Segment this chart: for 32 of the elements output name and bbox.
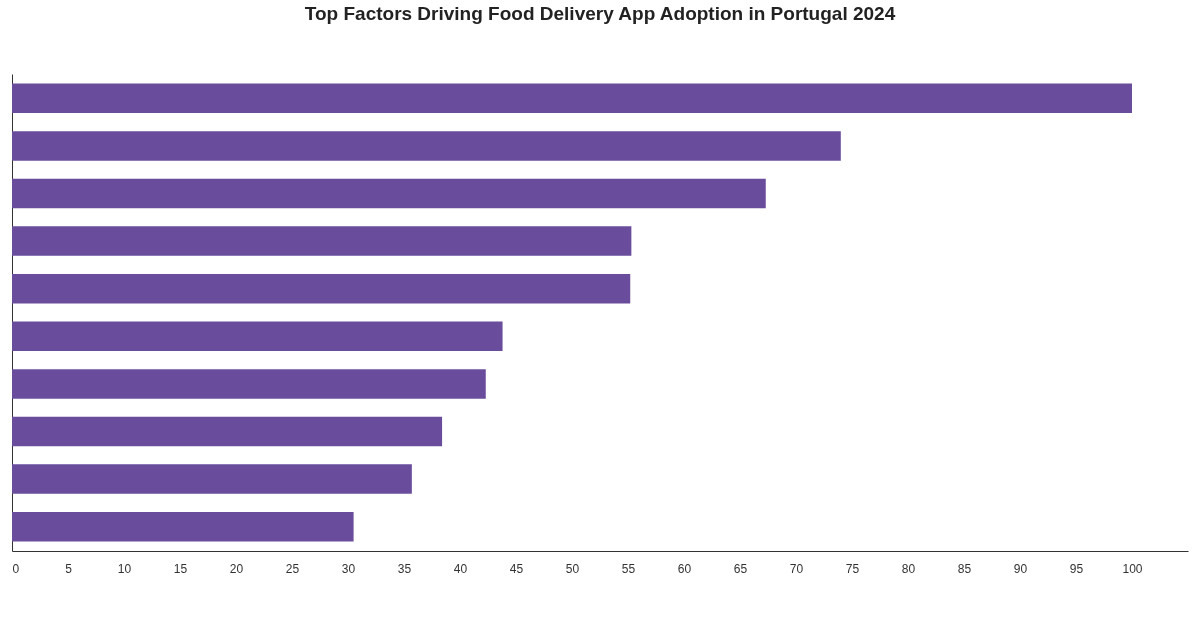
x-tick-label: 0 <box>12 561 20 576</box>
x-tick-label: 60 <box>677 561 692 576</box>
bar <box>12 83 1132 114</box>
x-tick-label: 85 <box>957 561 972 576</box>
bar <box>12 511 354 542</box>
x-tick-label: 100 <box>1122 561 1143 576</box>
x-tick-label: 20 <box>229 561 244 576</box>
bar <box>12 416 443 447</box>
x-tick-label: 65 <box>733 561 748 576</box>
x-tick-label: 15 <box>173 561 188 576</box>
x-tick-label: 40 <box>453 561 468 576</box>
x-tick-label: 90 <box>1013 561 1028 576</box>
x-tick-label: 35 <box>397 561 412 576</box>
x-tick-label: 10 <box>117 561 132 576</box>
bar <box>12 464 412 494</box>
x-tick-label: 45 <box>509 561 524 576</box>
bar <box>12 321 503 352</box>
x-tick-label: 30 <box>341 561 356 576</box>
x-tick-label: 55 <box>621 561 636 576</box>
x-tick-label: 25 <box>285 561 300 576</box>
bar <box>12 369 486 399</box>
x-tick-label: 50 <box>565 561 580 576</box>
x-tick-label: 80 <box>901 561 916 576</box>
x-tick-label: 70 <box>789 561 804 576</box>
bar <box>12 273 631 304</box>
x-tick-label: 5 <box>65 561 73 576</box>
chart-title: Top Factors Driving Food Delivery App Adoption in Portugal 2024 <box>304 3 896 24</box>
x-tick-label: 75 <box>845 561 860 576</box>
bar <box>12 226 632 256</box>
x-tick-label: 95 <box>1069 561 1084 576</box>
bar <box>12 131 841 161</box>
bar <box>12 178 766 209</box>
